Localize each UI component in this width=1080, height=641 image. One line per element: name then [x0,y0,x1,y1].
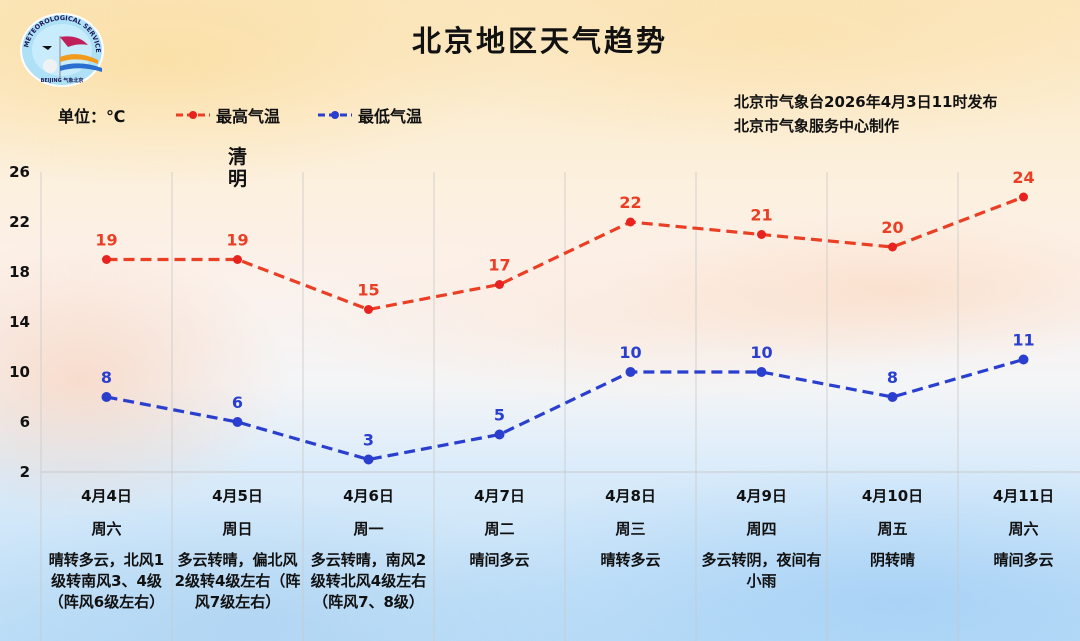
day-weather-desc: 晴间多云 [469,551,530,569]
y-tick-label: 18 [9,263,30,281]
day-date: 4月10日 [861,487,924,505]
y-tick-label: 10 [9,363,30,381]
issuer-line-2: 北京市气象服务中心制作 [734,117,900,135]
day-weather-desc: 阴转晴 [869,551,915,569]
day-column: 4月5日周日多云转晴，偏北风2级转4级左右（阵风7级左右） [172,472,303,641]
high-temp-value-label: 19 [95,231,117,250]
svg-text:BEIJING 气象北京: BEIJING 气象北京 [41,77,84,84]
low-temp-point [625,367,636,377]
low-temp-value-label: 11 [1012,331,1034,350]
high-temp-value-label: 20 [881,218,903,237]
legend-item-low: 最低气温 [318,103,422,127]
legend-item-high: 最高气温 [176,103,280,127]
high-temp-point [888,242,897,252]
unit-label: 单位：℃ [58,107,126,126]
day-weekday: 周四 [746,520,777,538]
day-date: 4月5日 [212,487,263,505]
day-date: 4月6日 [343,487,394,505]
high-temp-point [364,305,373,314]
day-weekday: 周三 [615,520,646,538]
issuer-info: 北京市气象台2026年4月3日11时发布 北京市气象服务中心制作 [734,90,998,138]
high-temp-value-label: 19 [226,231,248,250]
low-temp-value-label: 5 [494,406,505,425]
high-temp-point [757,230,766,239]
high-temp-point [233,255,242,264]
day-weather-desc: 晴间多云 [993,551,1054,569]
low-temp-point [101,392,112,402]
daily-forecast-row: 4月4日 周六 晴转多云，北风1级转南风3、4级（阵风6级左右） 4月5日 周日 多云转晴… [41,472,1080,641]
issuer-line-1: 北京市气象台2026年4月3日11时发布 [734,93,998,111]
day-weather-desc: 多云转晴，偏北风2级转4级左右（阵风7级左右） [174,551,301,611]
solar-term-annotation: 清明 [227,146,247,190]
day-column: 4月7日周二晴间多云 [434,472,565,641]
chart-gridlines [40,172,1080,641]
day-weather-desc: 多云转晴，南风2级转北风4级左右（阵风7、8级） [310,551,427,611]
day-weather-desc: 晴转多云，北风1级转南风3、4级（阵风6级左右） [48,551,165,611]
legend-low-label: 最低气温 [358,107,423,126]
high-temp-line [106,195,1025,312]
day-column: 4月8日周三晴转多云 [565,472,696,641]
day-date: 4月7日 [474,487,525,505]
high-temp-value-label: 24 [1012,168,1034,187]
low-temp-value-label: 10 [750,343,772,362]
low-temp-point [1018,354,1029,365]
low-temp-value-label: 3 [363,431,374,450]
high-temp-point [495,280,504,289]
legend-high-line-icon [176,111,210,119]
low-temp-value-label: 8 [887,368,898,387]
high-temp-value-label: 21 [750,206,772,225]
low-temp-value-label: 6 [232,393,243,412]
y-tick-label: 26 [9,163,30,181]
high-temp-value-label: 17 [488,256,510,275]
y-tick-label: 6 [19,413,30,431]
legend-high-label: 最高气温 [216,107,281,126]
low-temp-point [756,367,767,377]
day-date: 4月11日 [992,487,1055,505]
low-temp-point [363,454,374,465]
y-tick-label: 14 [9,313,30,331]
day-column: 4月4日周六晴转多云，北风1级转南风3、4级（阵风6级左右） [41,472,172,641]
meteorological-service-logo: METEOROLOGICAL SERVICE BEIJING 气象北京 [20,13,104,87]
day-date: 4月4日 [81,487,132,505]
day-date: 4月9日 [736,487,787,505]
day-weather-desc: 多云转阴，夜间有小雨 [701,551,822,590]
legend-low-line-icon [318,111,352,119]
day-weather-desc: 晴转多云 [600,551,661,569]
high-temp-value-label: 22 [619,193,641,212]
day-weekday: 周六 [1008,520,1039,538]
chart-series: 19 19 15 17 22 21 20 24 8 6 3 5 10 10 8 11 [95,168,1035,465]
high-temp-point [626,217,635,227]
low-temp-point [887,392,898,402]
day-column: 4月10日周五阴转晴 [827,472,958,641]
day-weekday: 周一 [353,520,384,538]
low-temp-line [106,357,1024,462]
day-column: 4月11日周六晴间多云 [958,472,1080,641]
day-weekday: 周六 [91,520,122,538]
high-temp-value-label: 15 [357,281,379,300]
low-temp-point [232,417,243,427]
low-temp-point [494,429,505,440]
low-temp-value-label: 8 [101,368,112,387]
day-column: 4月9日周四多云转阴，夜间有小雨 [696,472,827,641]
y-tick-label: 22 [9,213,30,231]
day-weekday: 周五 [877,520,908,538]
day-weekday: 周日 [222,520,253,538]
y-tick-label: 2 [19,463,30,481]
day-column: 4月6日周一多云转晴，南风2级转北风4级左右（阵风7、8级） [303,472,434,641]
low-temp-value-label: 10 [619,343,641,362]
page-title: 北京地区天气趋势 [411,24,668,58]
high-temp-point [1019,192,1028,202]
day-date: 4月8日 [605,487,656,505]
high-temp-point [102,255,111,264]
day-weekday: 周二 [484,520,515,538]
